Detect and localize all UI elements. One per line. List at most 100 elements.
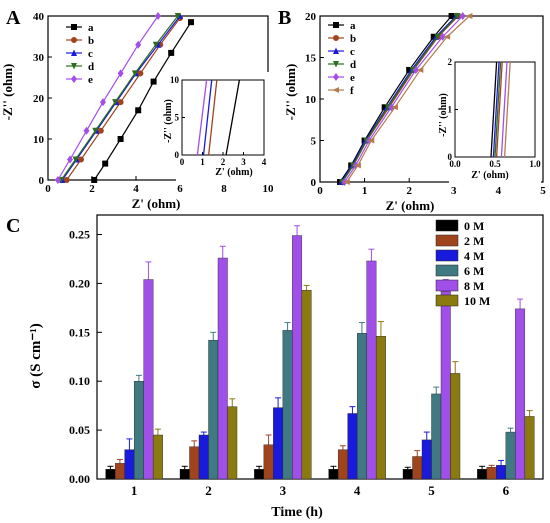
y-tick-label: 15 bbox=[305, 53, 317, 65]
data-point-e bbox=[117, 69, 124, 78]
data-point-b bbox=[78, 156, 84, 163]
panel-c-bars bbox=[105, 225, 535, 480]
legend-label-e: e bbox=[88, 74, 93, 86]
data-point-d bbox=[112, 99, 119, 106]
bar-8M-t3 bbox=[292, 235, 303, 480]
y-tick-label: 20 bbox=[33, 93, 45, 105]
legend-label-b: b bbox=[88, 35, 94, 47]
bar-2M-t5 bbox=[412, 456, 423, 480]
data-point-d bbox=[434, 33, 441, 41]
data-point-e bbox=[439, 32, 446, 41]
legend-marker-a bbox=[333, 22, 339, 28]
x-tick-label: 3 bbox=[451, 185, 457, 197]
inset-y-tick-label: 5 bbox=[175, 113, 180, 123]
x-tick-label: 2 bbox=[406, 185, 412, 197]
data-point-f bbox=[443, 33, 451, 40]
data-point-d bbox=[131, 70, 138, 77]
inset-line bbox=[495, 61, 503, 158]
panel-b-inset-x-label: Z' (ohm) bbox=[471, 170, 509, 181]
data-point-f bbox=[416, 66, 424, 73]
inset-line bbox=[490, 61, 498, 158]
data-point-f bbox=[391, 104, 398, 111]
x-tick-label: 4 bbox=[496, 185, 502, 197]
bar-8M-t4 bbox=[366, 260, 377, 480]
panel-c: C 0.00 0.05 0.10 0.15 0.20 0.25 1 2 3 4 5 6 0 M2 M4… bbox=[6, 214, 544, 520]
bar-6M-t6 bbox=[505, 431, 516, 480]
legend-label-f: f bbox=[350, 85, 354, 97]
x-tick-label: 3 bbox=[280, 483, 287, 498]
data-point-e bbox=[100, 98, 106, 107]
legend-label-0M: 0 M bbox=[464, 219, 484, 233]
inset-line bbox=[196, 79, 208, 156]
legend-swatch-10M bbox=[435, 294, 459, 307]
legend-swatch-2M bbox=[435, 234, 459, 247]
data-point-b bbox=[97, 127, 104, 134]
bar-4M-t2 bbox=[198, 434, 209, 480]
panel-b-x-axis-label: Z' (ohm) bbox=[386, 198, 435, 213]
bar-4M-t4 bbox=[347, 413, 358, 480]
legend-label-4M: 4 M bbox=[464, 249, 484, 263]
inset-line bbox=[208, 79, 218, 156]
legend-marker-d bbox=[333, 61, 339, 68]
bar-6M-t1 bbox=[133, 381, 144, 480]
legend-label-6M: 6 M bbox=[464, 264, 484, 278]
legend-marker-c bbox=[333, 47, 339, 54]
data-point-e bbox=[67, 155, 73, 164]
bar-4M-t3 bbox=[273, 407, 284, 480]
bar-0M-t6 bbox=[477, 469, 488, 480]
panel-c-axes: 0.00 0.05 0.10 0.15 0.20 0.25 1 2 3 4 5 6 bbox=[69, 214, 544, 498]
y-tick-label: 0.15 bbox=[69, 325, 90, 339]
panel-a-y-axis-label: -Z'' (ohm) bbox=[0, 64, 15, 121]
bar-6M-t2 bbox=[208, 339, 219, 480]
x-tick-label: 6 bbox=[503, 483, 510, 498]
bar-4M-t1 bbox=[124, 449, 135, 480]
panel-b-series bbox=[337, 12, 473, 186]
y-tick-label: 0.20 bbox=[69, 276, 90, 290]
data-point-e bbox=[155, 12, 161, 20]
bar-4M-t5 bbox=[421, 439, 432, 480]
data-point-a bbox=[406, 66, 413, 73]
inset-y-tick-label: 10 bbox=[170, 75, 180, 85]
legend-label-2M: 2 M bbox=[464, 234, 484, 248]
inset-x-tick-label: 0.0 bbox=[449, 159, 461, 169]
panel-b-letter: B bbox=[278, 7, 291, 29]
panel-a-x-axis-label: Z' (ohm) bbox=[132, 196, 181, 211]
inset-line bbox=[225, 79, 241, 156]
y-tick-label: 20 bbox=[305, 11, 317, 23]
y-tick-label: 0 bbox=[311, 177, 317, 189]
bar-10M-t4 bbox=[375, 336, 386, 480]
x-tick-label: 10 bbox=[263, 183, 275, 195]
legend-marker-c bbox=[71, 49, 77, 56]
data-point-a bbox=[188, 19, 194, 26]
x-tick-label: 2 bbox=[89, 183, 95, 195]
inset-x-tick-label: 0.5 bbox=[489, 159, 501, 169]
data-point-f bbox=[367, 137, 375, 144]
x-tick-label: 5 bbox=[428, 483, 435, 498]
data-point-d bbox=[174, 13, 181, 20]
bar-6M-t5 bbox=[431, 393, 442, 480]
legend-swatch-0M bbox=[435, 219, 459, 232]
x-tick-label: 0 bbox=[317, 185, 323, 197]
legend-label-c: c bbox=[88, 48, 93, 60]
bar-10M-t6 bbox=[524, 416, 535, 480]
panel-a-inset: 0 1 2 3 4 0 5 10 bbox=[170, 72, 270, 183]
y-tick-label: 0.05 bbox=[69, 423, 90, 437]
bar-2M-t2 bbox=[189, 446, 200, 480]
inset-x-tick-label: 1.0 bbox=[529, 159, 541, 169]
x-tick-label: 8 bbox=[221, 183, 227, 195]
inset-x-tick-label: 1 bbox=[200, 157, 205, 167]
x-tick-label: 5 bbox=[540, 185, 546, 197]
legend-swatch-6M bbox=[435, 264, 459, 277]
panel-c-x-axis-label: Time (h) bbox=[271, 505, 323, 520]
data-point-e bbox=[135, 40, 142, 49]
panel-a-inset-y-label: -Z'' (ohm) bbox=[163, 99, 174, 143]
bar-2M-t3 bbox=[263, 444, 274, 480]
inset-line bbox=[202, 79, 213, 156]
legend-swatch-4M bbox=[435, 249, 459, 262]
data-point-f bbox=[343, 179, 350, 185]
inset-x-tick-label: 2 bbox=[221, 157, 226, 167]
x-tick-label: 0 bbox=[45, 183, 51, 195]
